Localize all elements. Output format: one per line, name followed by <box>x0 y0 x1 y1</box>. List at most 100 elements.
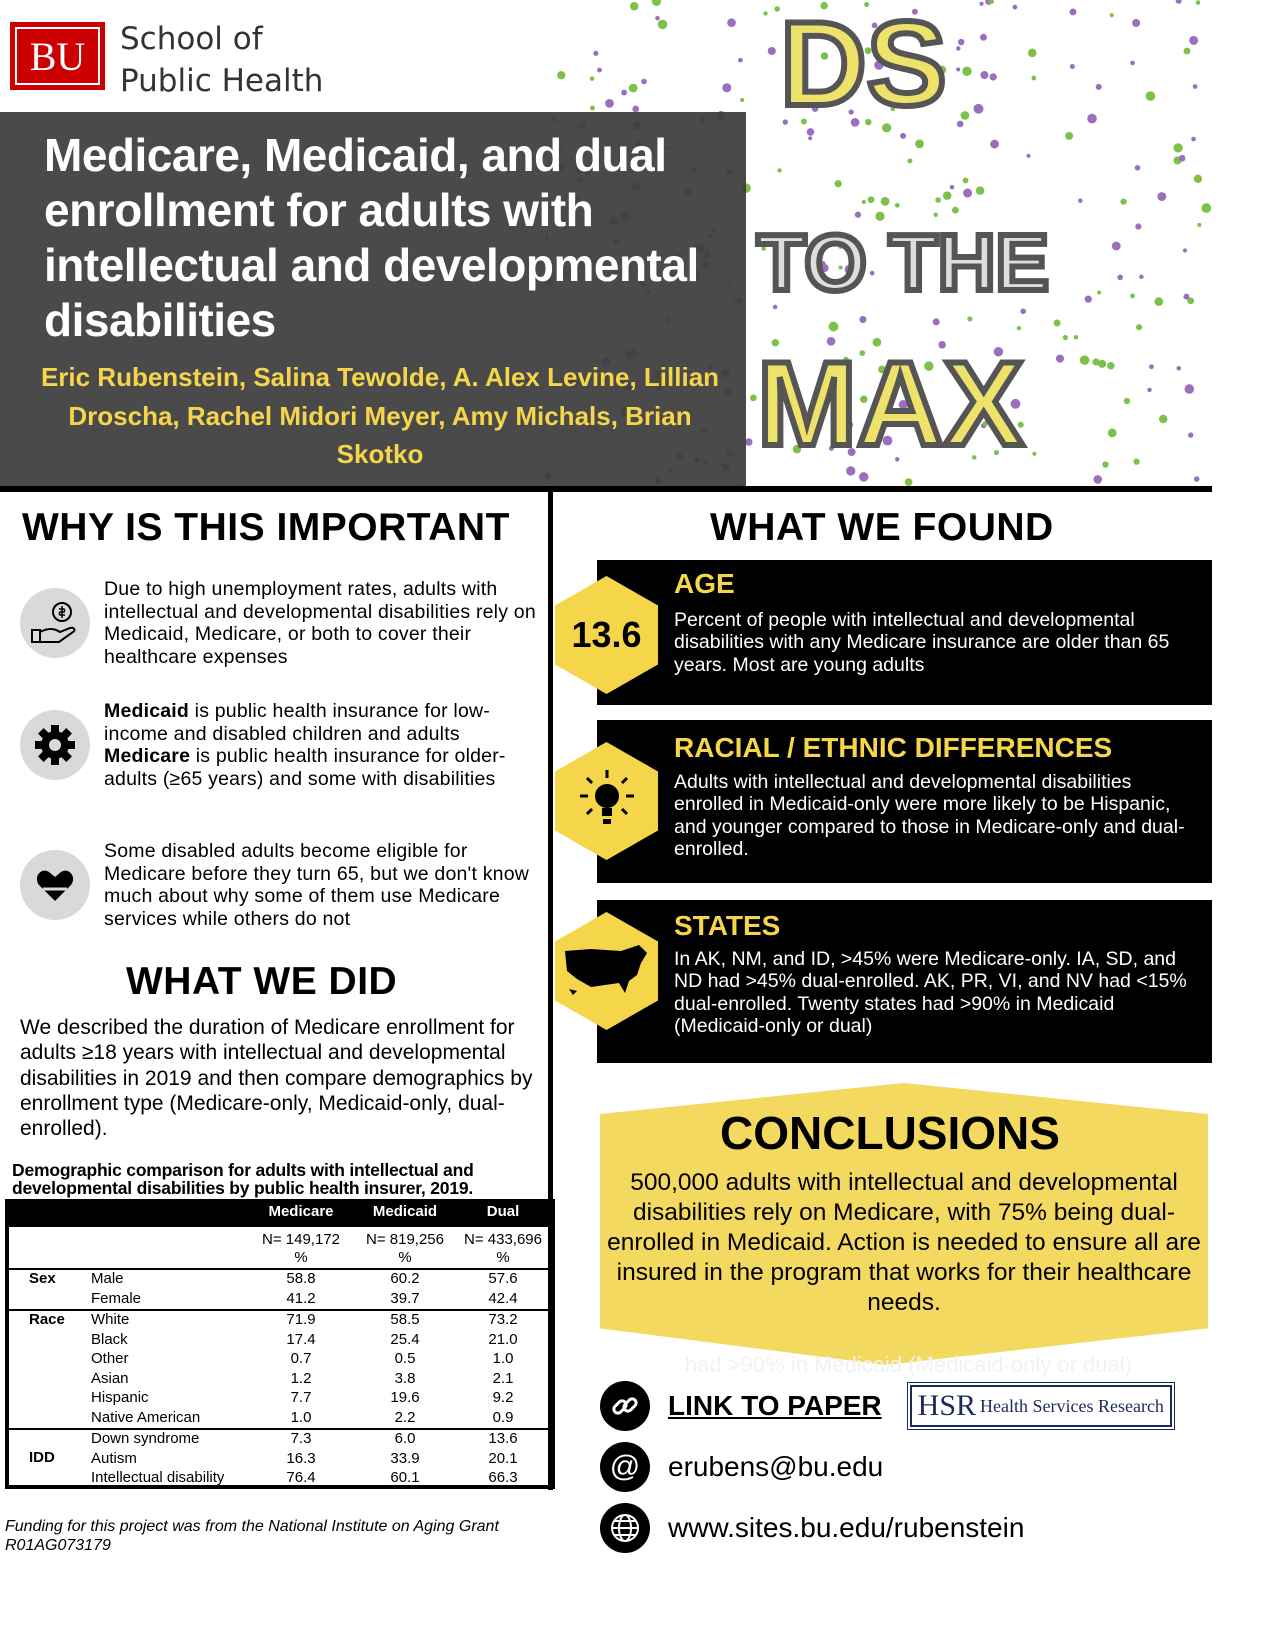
artwork-dot <box>918 84 928 94</box>
artwork-dot <box>1017 421 1024 428</box>
artwork-dot <box>838 265 843 270</box>
artwork-dot <box>1020 308 1027 315</box>
table-cell: 7.7 <box>290 1389 312 1406</box>
table-cell: 76.4 <box>286 1469 316 1486</box>
artwork-dot <box>1062 334 1068 341</box>
at-sign-icon: @ <box>600 1442 650 1492</box>
hand-money-icon <box>20 588 90 658</box>
artwork-dot <box>1008 369 1016 376</box>
artwork-dot <box>875 211 885 221</box>
artwork-dot <box>1107 428 1117 438</box>
artwork-dot <box>621 89 628 96</box>
age-badge-value: 13.6 <box>571 614 642 655</box>
table-cell: 71.9 <box>286 1311 316 1328</box>
artwork-dot <box>993 347 1004 357</box>
table-header: Medicare Medicaid Dual <box>9 1199 551 1227</box>
artwork-dot <box>771 339 779 347</box>
why-text: Due to high unemployment rates, adults w… <box>104 578 536 668</box>
finding-title: AGE <box>674 568 735 599</box>
artwork-dot <box>871 22 878 29</box>
artwork-dot <box>847 448 856 457</box>
artwork-dot <box>1016 326 1022 331</box>
artwork-dot <box>1030 236 1037 243</box>
website-link[interactable]: www.sites.bu.edu/rubenstein <box>668 1512 1025 1543</box>
artwork-dot <box>1130 60 1135 66</box>
unit-label: % <box>398 1249 412 1266</box>
artwork-dot <box>655 15 660 21</box>
artwork-dot <box>872 337 882 347</box>
demographics-table: Medicare Medicaid Dual N= 149,172% N= 819… <box>5 1199 555 1489</box>
artwork-dot <box>1065 131 1074 140</box>
table-cell: 41.2 <box>286 1289 316 1307</box>
col-header-medicare: Medicare <box>268 1203 334 1220</box>
authors: Eric Rubenstein, Salina Tewolde, A. Alex… <box>40 362 720 469</box>
unit-label: % <box>294 1249 308 1266</box>
artwork-dot <box>848 109 854 115</box>
finding-states: STATES In AK, NM, and ID, >45% were Medi… <box>597 900 1212 1063</box>
table-cell: 13.6 <box>488 1430 518 1447</box>
artwork-dot <box>1187 297 1195 305</box>
artwork-dot <box>722 83 732 93</box>
funding-note: Funding for this project was from the Na… <box>5 1518 499 1554</box>
artwork-dot <box>882 435 893 446</box>
artwork-dot <box>882 123 892 133</box>
artwork-dot <box>589 76 595 81</box>
website-row: www.sites.bu.edu/rubenstein <box>600 1503 1024 1553</box>
email-link[interactable]: erubens@bu.edu <box>668 1451 884 1482</box>
poster-title: Medicare, Medicaid, and dual enrollment … <box>44 129 699 346</box>
table-row: Asian 1.2 3.8 2.1 <box>9 1370 551 1390</box>
artwork-dot <box>749 394 757 402</box>
artwork-dot <box>898 400 908 410</box>
artwork-dot <box>1012 4 1018 10</box>
artwork-dot <box>911 8 918 15</box>
artwork-dot <box>763 11 768 16</box>
hsr-journal-logo: HSR Health Services Research <box>906 1382 1175 1430</box>
artwork-dot <box>1192 84 1198 89</box>
link-to-paper[interactable]: LINK TO PAPER <box>668 1390 882 1421</box>
finding-title: RACIAL / ETHNIC DIFFERENCES <box>674 732 1113 763</box>
medicaid-term: Medicaid <box>104 700 190 722</box>
artwork-dot <box>1027 48 1037 58</box>
artwork-dot <box>1095 83 1102 90</box>
artwork-dot <box>1157 192 1167 202</box>
artwork-dot <box>1188 432 1194 438</box>
group-label: Sex <box>29 1270 56 1287</box>
artwork-dot <box>907 158 913 164</box>
artwork-dot <box>1133 458 1140 465</box>
artwork-dot <box>1135 223 1142 230</box>
finding-title: STATES <box>674 910 781 941</box>
artwork-dot <box>855 256 864 265</box>
artwork-dot <box>1079 355 1090 365</box>
table-cell: 1.0 <box>290 1408 312 1426</box>
artwork-dot <box>924 361 934 371</box>
row-label: Hispanic <box>91 1389 149 1406</box>
artwork-dot <box>980 33 988 41</box>
artwork-dot <box>1183 293 1190 300</box>
artwork-dot <box>557 71 566 80</box>
finding-text: Adults with intellectual and development… <box>674 771 1185 860</box>
artwork-dot <box>956 120 964 128</box>
did-text: We described the duration of Medicare en… <box>20 1016 533 1141</box>
artwork-dot <box>834 180 842 188</box>
artwork-dot <box>967 316 973 322</box>
table-row: Female 41.2 39.7 42.4 <box>9 1290 551 1310</box>
artwork-dot <box>1191 136 1196 142</box>
artwork-dot <box>1087 113 1097 124</box>
artwork-dot <box>1184 384 1195 394</box>
artwork-dot <box>1197 222 1202 228</box>
artwork-dot <box>963 188 973 198</box>
artwork-dot <box>1182 248 1188 253</box>
paper-link-row: LINK TO PAPER HSR Health Services Resear… <box>600 1381 1175 1431</box>
did-heading: WHAT WE DID <box>126 960 398 1003</box>
artwork-dot <box>597 67 602 73</box>
artwork-dot <box>727 18 736 27</box>
table-cell: 9.2 <box>492 1389 514 1406</box>
artwork-dot <box>1107 362 1115 370</box>
artwork-dot <box>1092 358 1100 366</box>
artwork-dot <box>1012 258 1018 264</box>
table-cell: 2.2 <box>394 1408 416 1426</box>
artwork-dot <box>900 132 907 139</box>
artwork-dot <box>935 197 941 203</box>
artwork-dot <box>1055 354 1065 363</box>
artwork-dot <box>971 455 977 460</box>
